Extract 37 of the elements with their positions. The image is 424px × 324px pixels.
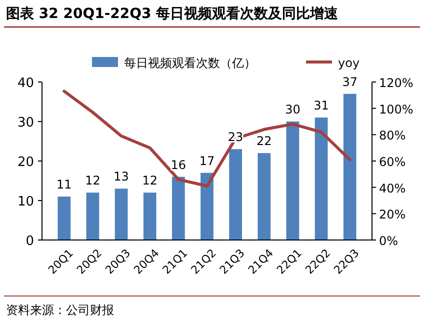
data-label: 12 [85,174,100,188]
y2-tick-label: 100% [379,102,414,116]
y-tick-label: 0 [26,234,34,249]
bar [114,188,128,240]
y2-tick-label: 20% [379,208,406,222]
chart-title: 图表 32 20Q1-22Q3 每日视频观看次数及同比增速 [6,5,340,22]
legend-label: 每日视频观看次数（亿） [124,56,256,70]
y-tick-label: 20 [17,155,34,170]
bar [314,118,328,240]
legend-label: yoy [338,56,360,70]
bar [86,192,100,240]
data-label: 30 [285,102,300,116]
y-tick-label: 30 [17,116,34,130]
y2-tick-label: 40% [379,181,406,196]
bar [172,176,185,240]
bar [200,172,214,240]
y-tick-label: 40 [17,76,34,91]
data-label: 16 [170,158,186,172]
y2-tick-label: 80% [379,128,406,143]
data-label: 12 [142,174,158,188]
bar [229,149,242,240]
bar [343,94,356,240]
y2-tick-label: 0% [379,234,398,248]
data-label: 22 [256,134,272,148]
y2-tick-label: 60% [379,155,406,169]
bar [143,192,156,240]
data-label: 31 [314,98,329,113]
data-label: 17 [199,154,215,168]
y-tick-label: 10 [17,194,34,210]
bar [58,196,71,240]
data-label: 37 [342,74,358,89]
bar [258,153,271,240]
y2-tick-label: 120% [379,76,414,90]
data-label: 11 [56,178,72,192]
bar [286,122,300,240]
text: 资料来源：公司财报 [6,303,114,317]
data-label: 13 [114,170,129,184]
